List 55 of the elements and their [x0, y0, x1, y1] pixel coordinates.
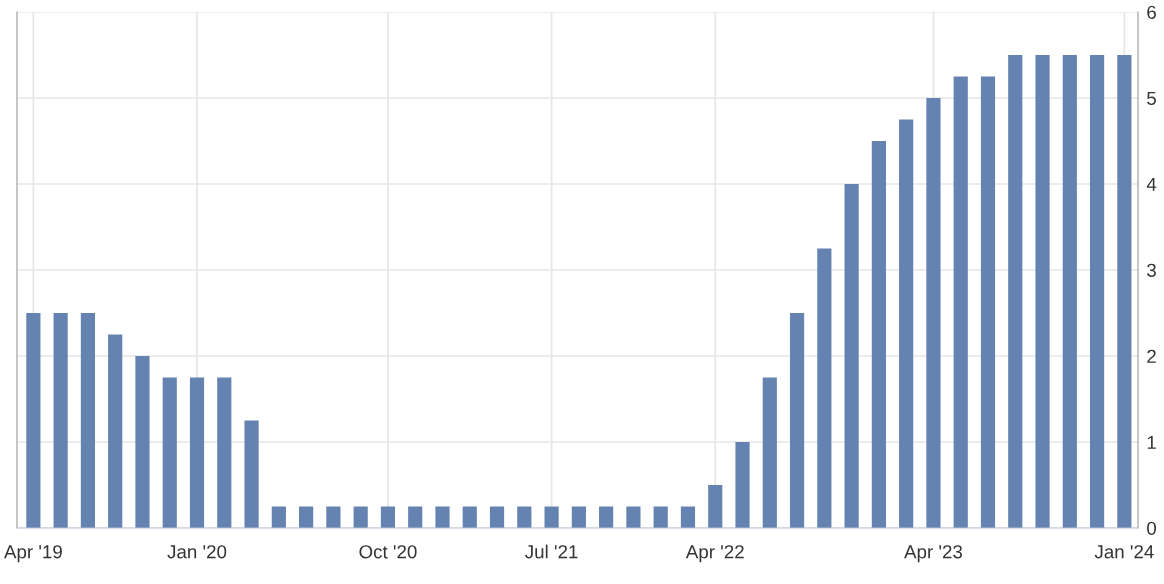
- x-tick-label: Jan '20: [167, 545, 227, 559]
- bar: [489, 506, 505, 528]
- bar: [926, 98, 941, 528]
- y-tick-label: 6: [1147, 5, 1156, 19]
- x-tick-label: Apr '19: [3, 545, 62, 563]
- bar: [299, 506, 314, 528]
- y-tick-label: 1: [1147, 435, 1156, 449]
- bar: [217, 377, 232, 528]
- bar: [680, 506, 696, 528]
- bar: [735, 442, 750, 528]
- bar: [953, 76, 968, 528]
- bar: [380, 506, 396, 528]
- bar: [626, 506, 641, 528]
- bar: [271, 506, 286, 528]
- x-tick-label: Apr '23: [904, 545, 963, 563]
- x-tick-label: Apr '22: [685, 545, 744, 563]
- bar: [462, 506, 477, 528]
- bar: [1008, 55, 1023, 528]
- y-tick-label: 3: [1147, 263, 1156, 277]
- bar: [435, 506, 450, 528]
- bar: [1035, 55, 1050, 528]
- bar: [980, 76, 996, 528]
- bar: [162, 377, 177, 528]
- y-tick-label: 4: [1146, 177, 1157, 191]
- bar: [1117, 55, 1132, 528]
- bar: [353, 506, 368, 528]
- bar: [80, 313, 96, 528]
- bar: [871, 141, 886, 528]
- bar: [571, 506, 586, 528]
- bar: [108, 334, 123, 528]
- bar: [653, 506, 668, 528]
- x-tick-label: Jul '21: [525, 544, 578, 559]
- bar: [817, 248, 832, 528]
- x-tick-label: Jan '24: [1094, 545, 1154, 559]
- bar: [135, 356, 150, 528]
- y-tick-label: 5: [1147, 91, 1156, 105]
- bar: [1090, 55, 1105, 528]
- y-tick-label: 0: [1147, 521, 1157, 535]
- bar: [517, 506, 532, 528]
- bar: [789, 313, 805, 528]
- bar: [326, 506, 341, 528]
- bar: [408, 506, 423, 528]
- bar: [189, 377, 205, 528]
- bar: [244, 420, 259, 528]
- bar: [544, 506, 559, 528]
- bar: [1062, 55, 1077, 528]
- bar: [762, 377, 777, 528]
- bar: [708, 485, 723, 528]
- y-tick-label: 2: [1147, 349, 1156, 363]
- bar: [26, 313, 41, 528]
- bar: [899, 119, 914, 528]
- bar: [844, 184, 859, 528]
- bar: [53, 313, 68, 528]
- bar: [599, 506, 614, 528]
- x-tick-label: Oct '20: [359, 545, 417, 559]
